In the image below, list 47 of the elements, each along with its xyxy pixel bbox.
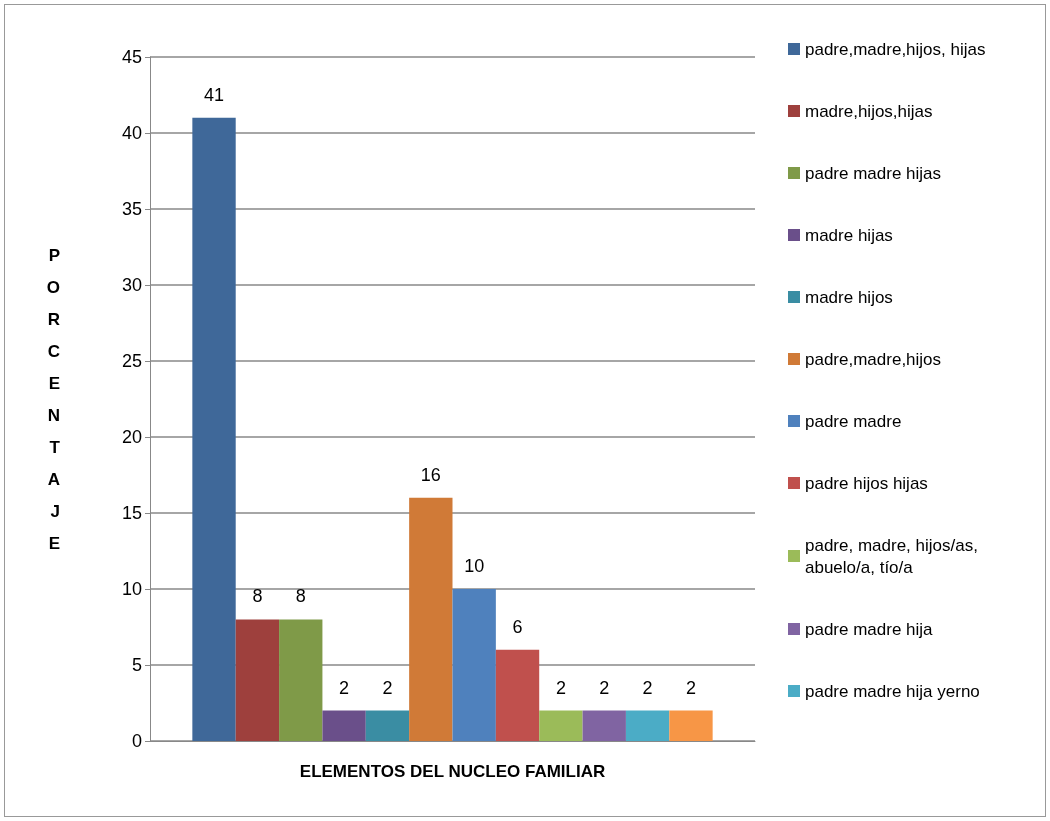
legend-label: padre madre hijas <box>805 163 942 183</box>
y-tick-label: 35 <box>121 199 142 219</box>
y-tick-label: 0 <box>131 731 142 751</box>
data-label: 8 <box>295 586 306 607</box>
legend-label: padre hijos hijas <box>805 473 928 493</box>
bar <box>452 589 496 741</box>
legend-label: padre, madre, hijos/as, abuelo/a, tío/a <box>805 535 983 577</box>
data-label: 16 <box>420 464 441 485</box>
data-label: 2 <box>642 677 653 698</box>
data-label: 41 <box>204 84 225 105</box>
y-tick-label: 5 <box>131 655 142 675</box>
data-label: 8 <box>252 586 263 607</box>
bar <box>582 710 626 741</box>
legend-label: padre,madre,hijos <box>805 349 942 369</box>
bar <box>192 117 236 741</box>
bar <box>669 710 713 741</box>
legend-label: madre,hijos,hijas <box>805 101 933 121</box>
legend-label: madre hijos <box>805 287 893 307</box>
bar <box>365 710 410 741</box>
bar <box>539 710 583 741</box>
bar <box>279 619 323 741</box>
bar <box>235 619 280 741</box>
bar <box>409 497 453 741</box>
legend-label: padre madre <box>805 411 902 431</box>
legend-label: padre madre hija <box>805 619 934 639</box>
data-label: 2 <box>599 677 610 698</box>
y-tick-label: 10 <box>121 579 142 599</box>
data-label: 2 <box>685 677 696 698</box>
data-label: 10 <box>464 556 485 576</box>
legend-label: padre,madre,hijos, hijas <box>805 39 986 59</box>
data-label: 2 <box>382 677 393 698</box>
y-tick-label: 45 <box>121 47 142 67</box>
data-label: 2 <box>339 677 350 698</box>
bar <box>322 710 366 741</box>
data-label: 2 <box>555 677 566 698</box>
legend-label: padre madre hija yerno <box>805 681 980 701</box>
y-tick-label: 30 <box>121 275 142 295</box>
bar <box>495 649 540 741</box>
legend-label: madre hijas <box>805 225 893 245</box>
text: PORCENTAJE <box>46 245 60 553</box>
y-tick-label: 15 <box>121 503 142 523</box>
data-label: 6 <box>512 616 523 637</box>
y-tick-label: 20 <box>121 427 142 447</box>
bar <box>625 710 670 741</box>
x-axis-title: ELEMENTOS DEL NUCLEO FAMILIAR <box>299 762 606 781</box>
y-tick-label: 25 <box>121 351 142 371</box>
y-tick-label: 40 <box>121 123 142 143</box>
